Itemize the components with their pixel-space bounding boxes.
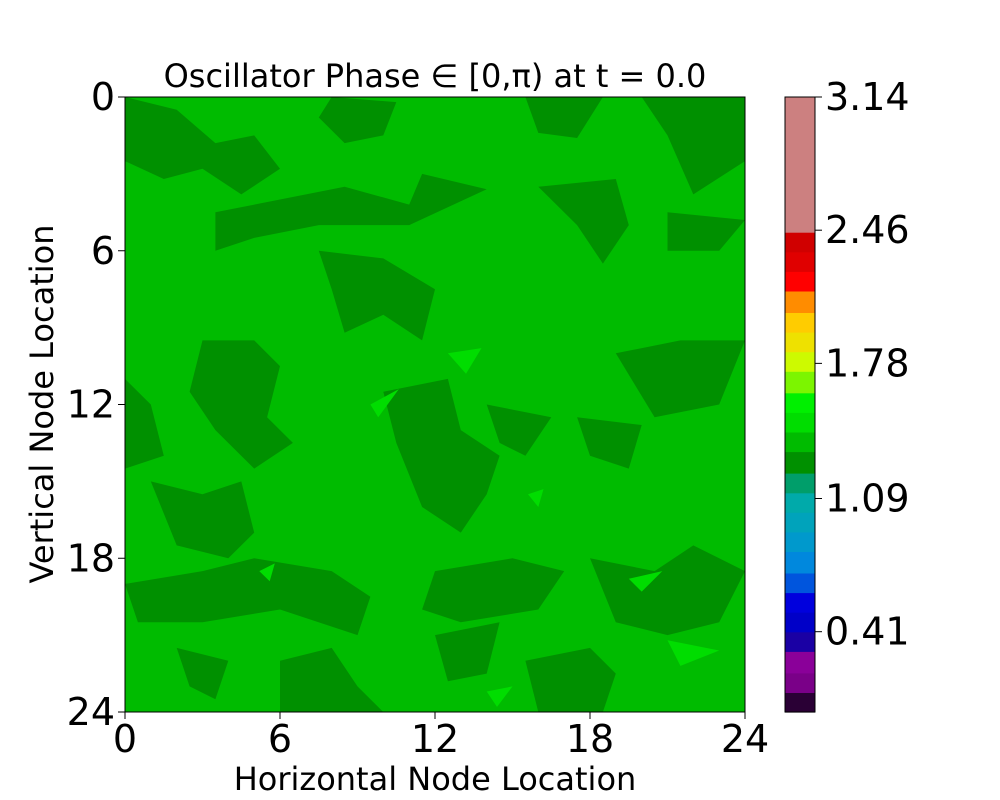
colorbar: 3.14 2.46 1.78 1.09 0.41 (784, 75, 910, 713)
colorbar-ticks: 3.14 2.46 1.78 1.09 0.41 (815, 75, 910, 654)
x-tick-label: 0 (113, 717, 137, 761)
contour-patch (577, 417, 642, 469)
colorbar-level (785, 572, 815, 594)
colorbar-level (785, 612, 815, 633)
colorbar-levels (785, 97, 815, 713)
x-axis-ticks: 0 6 12 18 24 (113, 712, 769, 761)
colorbar-level (785, 651, 815, 674)
y-tick-label: 18 (67, 536, 115, 580)
contour-patch (615, 340, 745, 418)
colorbar-level (785, 97, 815, 233)
contour-patch (525, 647, 616, 712)
colorbar-level (785, 592, 815, 613)
contour-patch (667, 640, 720, 666)
contour-patch-layer (125, 97, 745, 712)
chart-title: Oscillator Phase ∈ [0,π) at t = 0.0 (164, 57, 707, 95)
contour-patch (176, 647, 229, 700)
colorbar-level (785, 672, 815, 693)
colorbar-level (785, 271, 815, 292)
x-tick-label: 24 (721, 717, 769, 761)
colorbar-level (785, 492, 815, 513)
colorbar-level (785, 431, 815, 453)
contour-patch (259, 563, 275, 582)
y-tick-label: 0 (91, 75, 115, 119)
colorbar-level (785, 412, 815, 433)
colorbar-level (785, 692, 815, 713)
contour-patch (370, 389, 399, 418)
contour-patch (125, 378, 164, 469)
x-axis-label: Horizontal Node Location (234, 760, 637, 798)
contour-patch (318, 250, 435, 341)
colorbar-frame (784, 96, 816, 713)
colorbar-level (785, 512, 815, 533)
x-tick-label: 12 (411, 717, 459, 761)
colorbar-tick-label: 1.09 (825, 477, 910, 521)
colorbar-tick-label: 2.46 (825, 208, 910, 252)
y-axis-label: Vertical Node Location (23, 225, 61, 584)
contour-patch (280, 647, 384, 712)
contour-patch (215, 173, 487, 251)
contour-patch (318, 97, 397, 144)
colorbar-tick-label: 3.14 (825, 75, 910, 119)
contour-patch (667, 212, 745, 251)
contour-patch (486, 686, 513, 707)
colorbar-level (785, 232, 815, 253)
colorbar-level (785, 551, 815, 574)
contour-patch (125, 558, 371, 636)
y-tick-label: 24 (67, 690, 115, 734)
contour-patch (189, 340, 293, 469)
contour-patch (525, 97, 603, 138)
colorbar-tick-label: 1.78 (825, 341, 910, 385)
colorbar-level (785, 531, 815, 552)
x-tick-label: 18 (566, 717, 614, 761)
contour-patch (435, 622, 500, 682)
colorbar-level (785, 631, 815, 652)
contour-patch (447, 348, 482, 374)
contour-patch (383, 378, 500, 533)
contour-patch (528, 489, 544, 507)
colorbar-level (785, 312, 815, 333)
colorbar-level (785, 251, 815, 272)
y-tick-label: 12 (67, 383, 115, 427)
contour-patch (641, 97, 745, 195)
contour-patch (628, 571, 663, 592)
colorbar-level (785, 290, 815, 313)
y-tick-label: 6 (91, 229, 115, 273)
contour-patch (150, 481, 255, 559)
contour-patch (538, 179, 629, 264)
colorbar-tick-label: 0.41 (825, 610, 910, 654)
plot-area (124, 96, 746, 713)
colorbar-level (785, 351, 815, 372)
contour-patch (486, 404, 552, 456)
colorbar-level (785, 371, 815, 394)
x-tick-label: 6 (268, 717, 292, 761)
contour-patch (422, 558, 565, 623)
contour-patch (125, 97, 280, 195)
colorbar-level (785, 392, 815, 413)
contour-patch (590, 545, 745, 636)
y-axis-ticks: 0 6 12 18 24 (67, 75, 125, 734)
colorbar-level (785, 473, 815, 494)
colorbar-level (785, 332, 815, 353)
colorbar-level (785, 451, 815, 474)
